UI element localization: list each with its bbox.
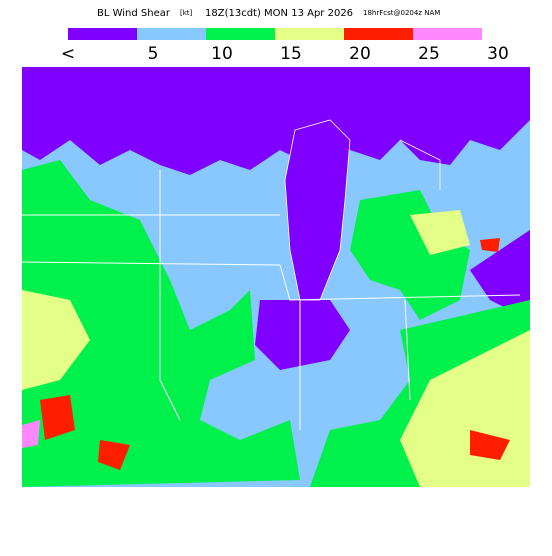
legend-label: 15 bbox=[280, 44, 302, 64]
legend-swatch bbox=[275, 28, 344, 40]
legend-label: < bbox=[61, 44, 75, 64]
low-shear-area bbox=[255, 300, 350, 370]
forecast: 18hrFcst@0204z NAM bbox=[363, 9, 440, 17]
high-shear-area bbox=[410, 210, 470, 255]
state-borders bbox=[21, 170, 521, 430]
legend-swatch bbox=[137, 28, 206, 40]
moderate-shear-area bbox=[22, 160, 300, 487]
low-shear-area bbox=[470, 230, 530, 320]
legend-swatch bbox=[413, 28, 482, 40]
legend-swatch bbox=[206, 28, 275, 40]
very-high-shear-area bbox=[40, 395, 75, 440]
very-high-shear-area bbox=[470, 430, 510, 460]
legend-label: 20 bbox=[349, 44, 371, 64]
very-high-shear-area bbox=[98, 440, 130, 470]
coastlines bbox=[284, 119, 441, 301]
extreme-shear-area bbox=[22, 420, 40, 448]
low-shear-area bbox=[22, 67, 530, 175]
valid-time: 18Z(13cdt) MON 13 Apr 2026 bbox=[205, 8, 353, 19]
map bbox=[21, 67, 530, 487]
lake-michigan-area bbox=[285, 120, 350, 300]
legend-label: 30 bbox=[487, 44, 509, 64]
title: BL Wind Shear bbox=[97, 8, 171, 19]
legend-swatch bbox=[344, 28, 413, 40]
legend-label: 10 bbox=[211, 44, 233, 64]
units: [kt] bbox=[180, 9, 193, 17]
legend-label: 25 bbox=[418, 44, 440, 64]
legend: <5 10 15 20 25 30 bbox=[61, 28, 509, 64]
legend-swatch bbox=[68, 28, 137, 40]
legend-label: 5 bbox=[148, 44, 159, 64]
moderate-shear-area bbox=[350, 190, 470, 320]
high-shear-area bbox=[22, 290, 90, 390]
very-high-shear-area bbox=[480, 238, 500, 252]
